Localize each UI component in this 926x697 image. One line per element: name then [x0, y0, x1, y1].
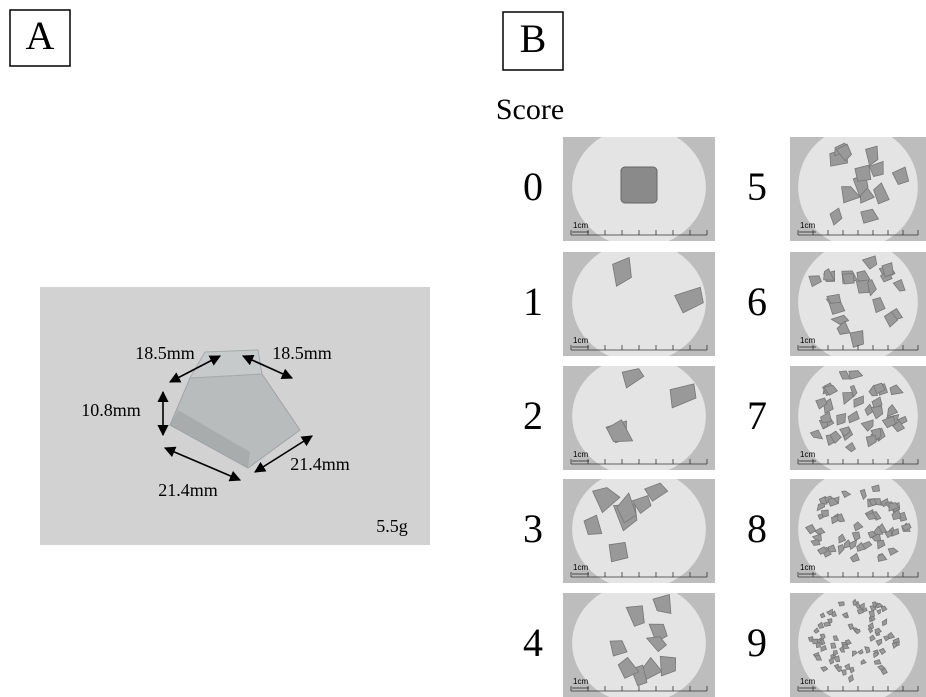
- score-number: 3: [523, 506, 543, 551]
- scale-label: 1cm: [800, 563, 815, 572]
- fragment: [621, 167, 657, 203]
- photo: 1cm: [563, 469, 715, 590]
- dimension-label: 10.8mm: [81, 400, 141, 420]
- fragment: [821, 510, 828, 517]
- score-number: 8: [747, 506, 767, 551]
- fragment: [838, 602, 844, 606]
- scale-label: 1cm: [800, 677, 815, 686]
- fragment: [856, 280, 869, 294]
- dimension-label: 18.5mm: [272, 343, 332, 363]
- photo: 1cm: [563, 127, 715, 248]
- scale-label: 1cm: [573, 563, 588, 572]
- photo: 1cm: [790, 469, 926, 590]
- score-number: 2: [523, 393, 543, 438]
- scale-label: 1cm: [800, 221, 815, 230]
- scale-label: 1cm: [800, 450, 815, 459]
- scale-label: 1cm: [573, 221, 588, 230]
- photo: 1cm: [790, 127, 926, 248]
- panel-label: A: [26, 13, 55, 58]
- photo: 1cm: [563, 356, 715, 477]
- photo: 1cm: [790, 242, 926, 363]
- fragment: [831, 643, 836, 648]
- photo: 1cm: [790, 356, 926, 477]
- figure: A 18.5mm 18.5mm 10.8mm 21.4mm 21.4mm 5.5…: [0, 0, 926, 697]
- scale-label: 1cm: [573, 677, 588, 686]
- score-number: 4: [523, 620, 543, 665]
- score-number: 0: [523, 164, 543, 209]
- dimension-label: 18.5mm: [135, 343, 195, 363]
- fragment: [812, 639, 818, 644]
- score-number: 1: [523, 279, 543, 324]
- dimension-label: 21.4mm: [158, 480, 218, 500]
- panel-label: B: [520, 16, 547, 61]
- score-number: 5: [747, 164, 767, 209]
- score-photos: 0 1cm 1 1cm 2 1cm 3 1cm 4 1cm 5 1cm 6 1cm 7 1cm 8 1cm 9 1cm: [523, 127, 926, 697]
- photo: 1cm: [563, 583, 715, 697]
- weight-label: 5.5g: [376, 516, 408, 536]
- scale-label: 1cm: [800, 336, 815, 345]
- score-number: 7: [747, 393, 767, 438]
- scale-label: 1cm: [573, 450, 588, 459]
- score-number: 9: [747, 620, 767, 665]
- score-heading: Score: [496, 93, 564, 126]
- scale-label: 1cm: [573, 336, 588, 345]
- dimension-label: 21.4mm: [290, 454, 350, 474]
- photo: 1cm: [563, 242, 715, 363]
- photo: 1cm: [790, 583, 926, 697]
- score-number: 6: [747, 279, 767, 324]
